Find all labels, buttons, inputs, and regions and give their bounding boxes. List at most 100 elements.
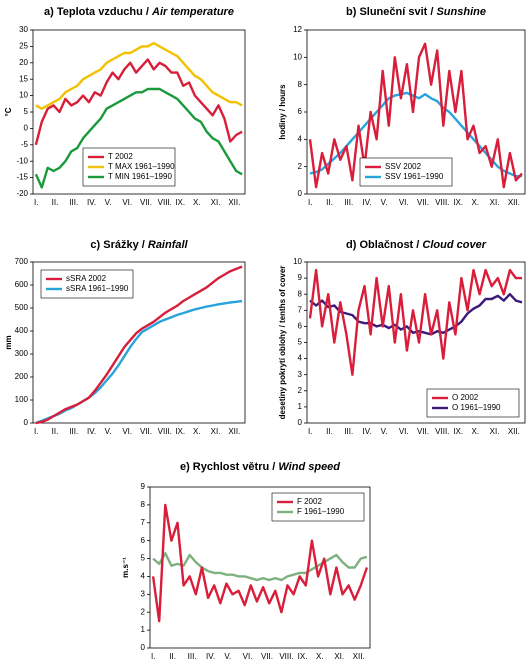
x-tick-label: III. xyxy=(344,198,353,207)
x-tick-label: XI. xyxy=(334,652,344,661)
y-tick-label: -20 xyxy=(16,189,28,198)
data-line xyxy=(308,268,522,376)
x-tick-label: IX. xyxy=(453,198,463,207)
x-tick-label: VI. xyxy=(399,198,409,207)
legend-box xyxy=(271,492,365,522)
y-tick-label: 10 xyxy=(19,91,28,100)
data-line xyxy=(151,503,369,623)
y-tick-label: 3 xyxy=(141,589,146,598)
y-tick-label: -15 xyxy=(16,173,28,182)
x-tick-label: XI. xyxy=(211,198,221,207)
x-tick-label: V. xyxy=(381,198,388,207)
data-line xyxy=(34,58,243,146)
x-tick-label: II. xyxy=(326,427,333,436)
x-tick-label: IV. xyxy=(87,198,96,207)
x-tick-label: VII. xyxy=(140,427,152,436)
y-tick-label: 8 xyxy=(298,80,303,89)
y-tick-label: 200 xyxy=(15,372,29,381)
y-axis-label: hodiny / hours xyxy=(278,84,287,140)
y-tick-label: 6 xyxy=(141,536,146,545)
x-tick-label: XI. xyxy=(490,427,500,436)
y-tick-label: 0 xyxy=(24,418,29,427)
y-tick-label: 5 xyxy=(298,338,303,347)
x-tick-label: VII. xyxy=(261,652,273,661)
y-tick-label: 500 xyxy=(15,303,29,312)
y-tick-label: 700 xyxy=(15,257,29,266)
x-tick-label: X. xyxy=(316,652,324,661)
chart-title: d) Oblačnost / Cloud cover xyxy=(346,239,487,251)
y-tick-label: 2 xyxy=(298,386,303,395)
x-tick-label: IV. xyxy=(363,198,372,207)
x-tick-label: IX. xyxy=(453,427,463,436)
data-line xyxy=(35,299,243,425)
x-tick-label: IX. xyxy=(175,427,185,436)
plot-frame xyxy=(149,486,371,649)
x-tick-label: VIII. xyxy=(435,427,449,436)
title-en: Sunshine xyxy=(436,6,486,18)
y-tick-label: 0 xyxy=(141,643,146,652)
y-tick-label: 0 xyxy=(298,418,303,427)
legend-label: O 2002 xyxy=(452,393,479,402)
legend-label: T 2002 xyxy=(108,152,133,161)
legend-label: T MIN 1961–1990 xyxy=(108,172,172,181)
title-en: Air temperature xyxy=(151,6,234,18)
x-tick-label: III. xyxy=(344,427,353,436)
y-tick-label: 6 xyxy=(298,107,303,116)
legend-label: SSV 2002 xyxy=(385,162,422,171)
legend-box xyxy=(426,388,520,418)
y-axis-label: mm xyxy=(4,335,13,349)
y-tick-label: 6 xyxy=(298,322,303,331)
x-tick-label: I. xyxy=(34,427,38,436)
x-tick-label: X. xyxy=(472,427,480,436)
legend-box xyxy=(359,157,453,187)
chart-title: e) Rychlost větru / Wind speed xyxy=(180,461,340,473)
x-tick-label: XII. xyxy=(508,427,520,436)
title-en: Cloud cover xyxy=(422,239,486,251)
x-tick-label: VIII. xyxy=(435,198,449,207)
x-tick-label: I. xyxy=(308,198,312,207)
legend-label: T MAX 1961–1990 xyxy=(108,162,175,171)
chart-title: c) Srážky / Rainfall xyxy=(90,239,188,251)
title-en: Wind speed xyxy=(278,461,340,473)
x-tick-label: II. xyxy=(326,198,333,207)
x-tick-label: VI. xyxy=(243,652,253,661)
title-cz: d) Oblačnost / xyxy=(346,239,419,251)
data-line xyxy=(35,41,243,110)
title-cz: e) Rychlost větru / xyxy=(180,461,275,473)
legend-box xyxy=(40,269,134,299)
y-tick-label: 4 xyxy=(298,354,303,363)
x-tick-label: XI. xyxy=(211,427,221,436)
y-tick-label: 0 xyxy=(298,189,303,198)
y-tick-label: 8 xyxy=(141,500,146,509)
y-axis-label: m.s⁻¹ xyxy=(121,557,130,578)
y-tick-label: 3 xyxy=(298,370,303,379)
y-tick-label: 12 xyxy=(293,25,302,34)
y-tick-label: 10 xyxy=(293,52,302,61)
x-tick-label: VII. xyxy=(417,198,429,207)
data-line xyxy=(308,42,523,189)
x-tick-label: VI. xyxy=(399,427,409,436)
legend-label: sSRA 1961–1990 xyxy=(66,284,129,293)
x-tick-label: VII. xyxy=(417,427,429,436)
title-cz: a) Teplota vzduchu / xyxy=(44,6,149,18)
y-tick-label: 9 xyxy=(298,273,303,282)
y-tick-label: 7 xyxy=(298,305,303,314)
y-tick-label: 600 xyxy=(15,280,29,289)
x-tick-label: II. xyxy=(169,652,176,661)
x-tick-label: XII. xyxy=(228,198,240,207)
y-tick-label: 4 xyxy=(298,134,303,143)
x-tick-label: II. xyxy=(52,198,59,207)
legend-label: F 1961–1990 xyxy=(297,507,345,516)
y-tick-label: 300 xyxy=(15,349,29,358)
y-tick-label: 400 xyxy=(15,326,29,335)
x-tick-label: IV. xyxy=(87,427,96,436)
y-tick-label: 7 xyxy=(141,518,146,527)
legend-label: F 2002 xyxy=(297,497,322,506)
x-tick-label: X. xyxy=(193,427,201,436)
title-en: Rainfall xyxy=(148,239,189,251)
x-tick-label: IV. xyxy=(206,652,215,661)
chart-title: b) Sluneční svit / Sunshine xyxy=(346,6,486,18)
legend-label: SSV 1961–1990 xyxy=(385,172,444,181)
x-tick-label: VI. xyxy=(122,198,132,207)
